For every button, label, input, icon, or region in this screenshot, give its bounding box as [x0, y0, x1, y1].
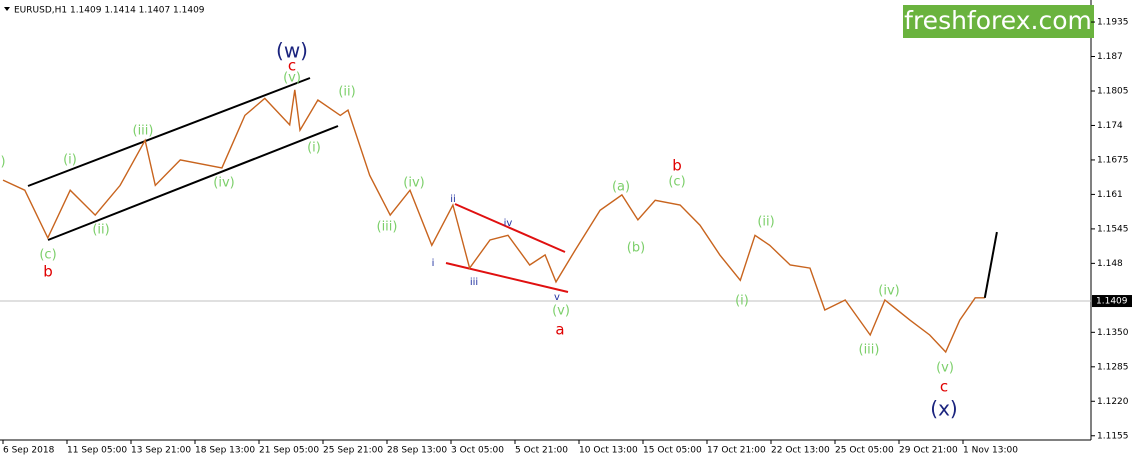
wave-label: (v) [936, 361, 954, 376]
wave-label: iv [504, 218, 513, 229]
x-tick-label: 11 Sep 05:00 [67, 446, 127, 456]
x-tick-label: 13 Sep 21:00 [131, 446, 191, 456]
wave-label: (w) [276, 39, 308, 63]
wave-label: (v) [283, 71, 301, 86]
wave-label: (x) [930, 397, 957, 421]
wave-label: iii [470, 277, 478, 288]
logo: freshforex.com [904, 6, 1092, 35]
channel-line [47, 125, 339, 241]
x-tick-label: 22 Oct 13:00 [771, 446, 830, 456]
y-tick-label: 1.1805 [1097, 86, 1129, 96]
x-tick-label: 1 Nov 13:00 [963, 446, 1018, 456]
x-tick-label: 25 Oct 05:00 [835, 446, 894, 456]
y-tick-label: 1.1350 [1097, 328, 1129, 338]
y-tick-label: 1.148 [1097, 259, 1123, 269]
x-tick-label: 3 Oct 05:00 [451, 446, 504, 456]
y-tick-label: 1.1935 [1097, 18, 1129, 28]
wave-label: c [940, 378, 948, 396]
x-tick-label: 21 Sep 05:00 [259, 446, 319, 456]
wave-label: b [43, 263, 53, 281]
logo-box [903, 5, 1094, 38]
wave-label: (a) [612, 180, 630, 195]
x-tick-label: 6 Sep 2018 [3, 446, 55, 456]
x-tick-label: 15 Oct 05:00 [643, 446, 702, 456]
price-line-series [2, 89, 985, 354]
y-tick-label: 1.1545 [1097, 224, 1129, 234]
wave-label: a [555, 321, 564, 339]
wave-label: (c) [668, 175, 685, 190]
wave-label: (ii) [92, 223, 109, 238]
menu-arrow[interactable] [4, 7, 10, 11]
wave-label: (i) [307, 141, 321, 156]
x-tick-label: 28 Sep 13:00 [387, 446, 447, 456]
wave-label: (iv) [878, 284, 899, 299]
wave-label: (iv) [403, 176, 424, 191]
wave-label: (iii) [377, 220, 398, 235]
wave-label: (b) [627, 241, 645, 256]
wedge-line [454, 203, 566, 253]
wave-label: (i) [63, 153, 77, 168]
x-tick-label: 10 Oct 13:00 [579, 446, 638, 456]
wave-label: c [288, 57, 296, 75]
y-tick-label: 1.187 [1097, 52, 1123, 62]
wave-label: (i) [735, 294, 749, 309]
wave-label: (iii) [859, 343, 880, 358]
x-tick-label: 18 Sep 13:00 [195, 446, 255, 456]
y-tick-label: 1.1220 [1097, 397, 1129, 407]
price-label: 1.1409 [1096, 297, 1128, 307]
x-tick-label: 5 Oct 21:00 [515, 446, 568, 456]
price-line-series [983, 231, 998, 298]
wave-label: (iii) [133, 124, 154, 139]
wave-label: b [672, 157, 682, 175]
wave-label: (c) [39, 248, 56, 263]
x-tick-label: 29 Oct 21:00 [899, 446, 958, 456]
wave-label: (iv) [213, 176, 234, 191]
price-box [1092, 295, 1132, 308]
x-tick-label: 17 Oct 21:00 [707, 446, 766, 456]
wave-label: (ii) [757, 215, 774, 230]
y-tick-label: 1.161 [1097, 190, 1123, 200]
wave-label: (ii) [338, 85, 355, 100]
x-tick-label: 25 Sep 21:00 [323, 446, 383, 456]
y-tick-label: 1.1675 [1097, 155, 1129, 165]
y-tick-label: 1.1285 [1097, 362, 1129, 372]
y-tick-label: 1.1155 [1097, 431, 1129, 441]
wedge-line [445, 262, 569, 293]
y-tick-label: 1.174 [1097, 121, 1123, 131]
wave-label: v [554, 292, 560, 303]
wave-label: i [432, 258, 435, 269]
wave-label: (v) [552, 304, 570, 319]
wave-label: ) [0, 155, 5, 170]
wave-label: ii [450, 194, 456, 205]
header: EURUSD,H1 1.1409 1.1414 1.1407 1.1409 [14, 6, 205, 16]
channel-line [27, 77, 311, 187]
